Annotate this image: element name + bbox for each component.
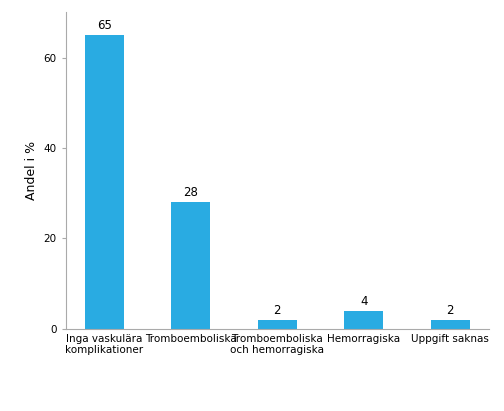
Bar xyxy=(171,202,210,329)
Bar xyxy=(431,320,470,329)
Bar xyxy=(85,35,123,329)
Text: 2: 2 xyxy=(274,304,281,316)
Text: 65: 65 xyxy=(97,19,112,32)
Text: 2: 2 xyxy=(447,304,454,316)
Y-axis label: Andel i %: Andel i % xyxy=(25,141,38,200)
Bar xyxy=(344,311,383,329)
Text: 28: 28 xyxy=(183,186,198,199)
Bar xyxy=(258,320,297,329)
Text: 4: 4 xyxy=(360,295,367,307)
